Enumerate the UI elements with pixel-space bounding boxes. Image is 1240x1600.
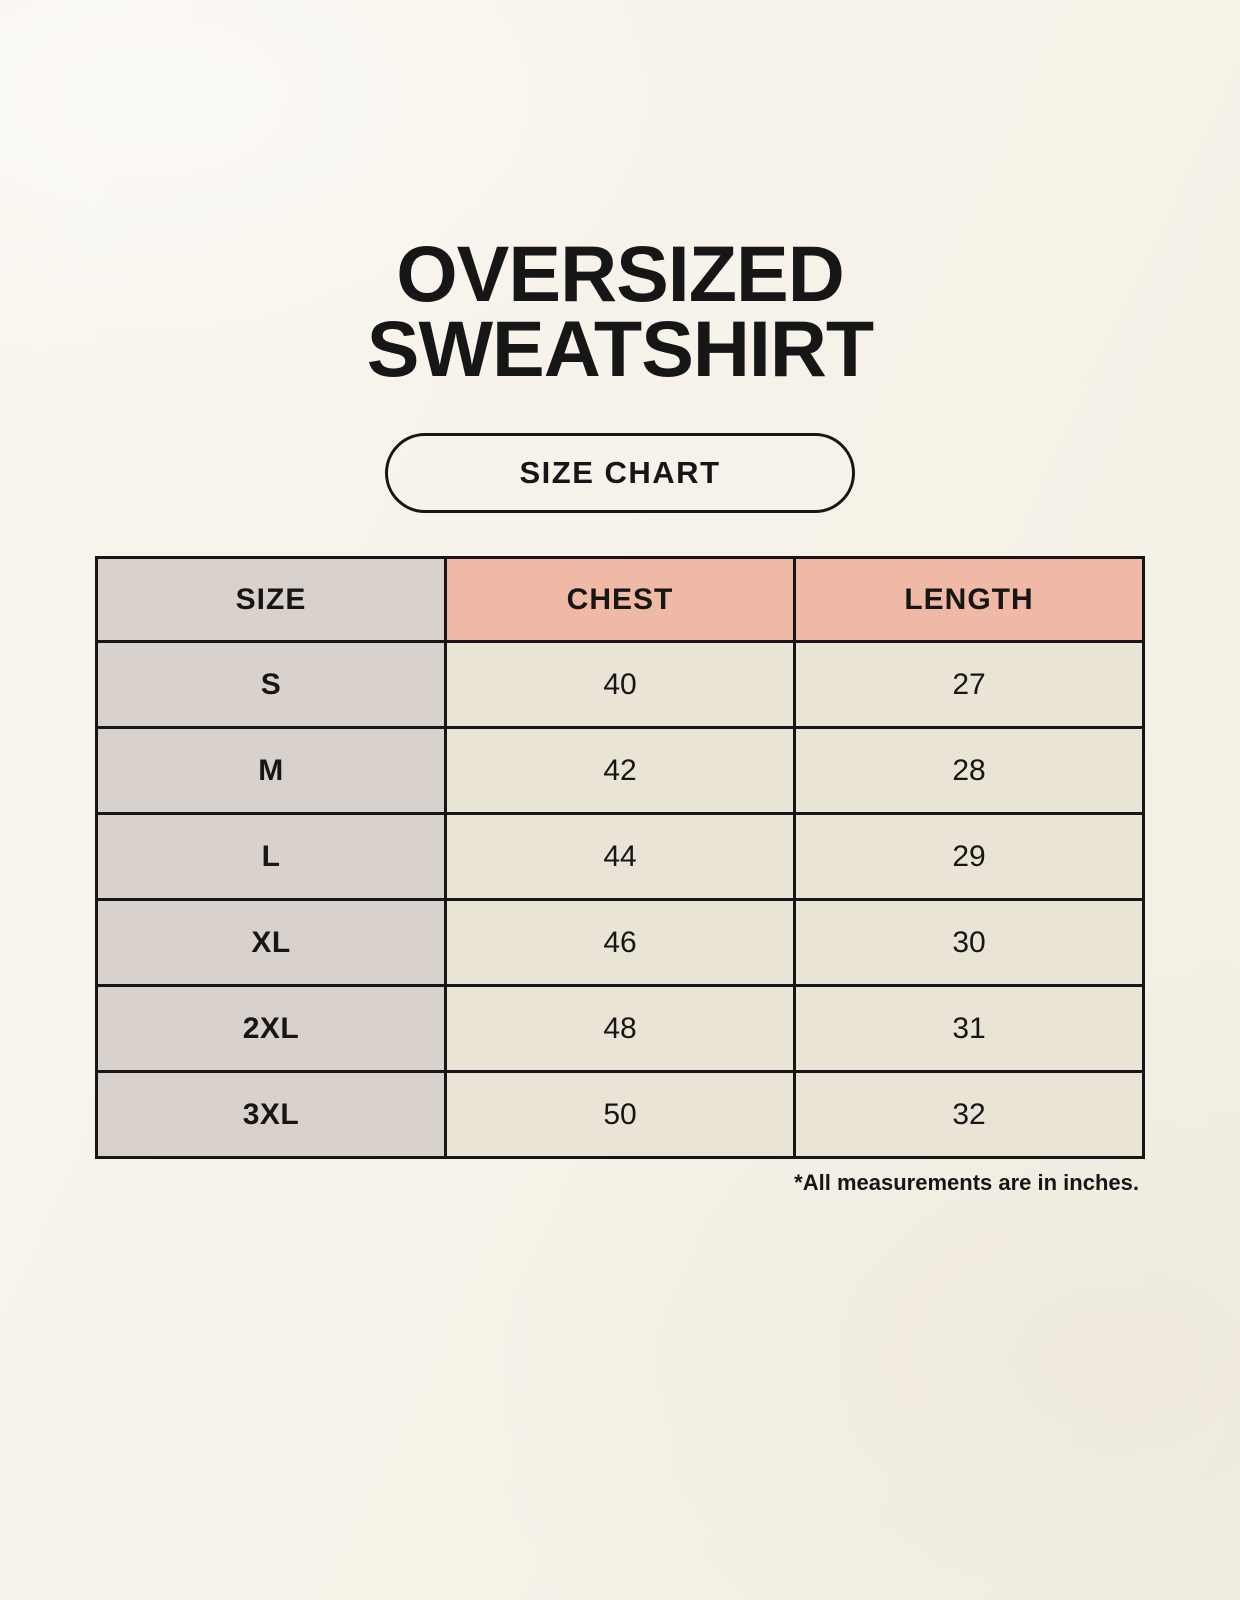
- size-chart-button[interactable]: SIZE CHART: [385, 433, 855, 514]
- table-row-l: L 44 29: [95, 812, 1145, 902]
- row-label-s: S: [95, 640, 447, 730]
- column-header-size: SIZE: [95, 556, 447, 644]
- length-value-m: 28: [793, 726, 1145, 816]
- row-label-m: M: [95, 726, 447, 816]
- column-header-chest: CHEST: [444, 556, 796, 644]
- row-label-3xl: 3XL: [95, 1070, 447, 1160]
- table-row-xl: XL 46 30: [95, 898, 1145, 988]
- length-value-xl: 30: [793, 898, 1145, 988]
- length-value-3xl: 32: [793, 1070, 1145, 1160]
- row-label-xl: XL: [95, 898, 447, 988]
- row-label-l: L: [95, 812, 447, 902]
- chest-value-2xl: 48: [444, 984, 796, 1074]
- table-header-row: SIZE CHEST LENGTH: [95, 556, 1145, 644]
- table-row-s: S 40 27: [95, 640, 1145, 730]
- size-table: SIZE CHEST LENGTH S 40 27 M 42 28 L 44 2…: [95, 556, 1145, 1160]
- length-value-l: 29: [793, 812, 1145, 902]
- chest-value-3xl: 50: [444, 1070, 796, 1160]
- page-title: OVERSIZED SWEATSHIRT: [0, 0, 1240, 394]
- page-title-line1: OVERSIZED: [396, 229, 845, 318]
- chest-value-xl: 46: [444, 898, 796, 988]
- length-value-s: 27: [793, 640, 1145, 730]
- length-value-2xl: 31: [793, 984, 1145, 1074]
- row-label-2xl: 2XL: [95, 984, 447, 1074]
- column-header-length: LENGTH: [793, 556, 1145, 644]
- chest-value-m: 42: [444, 726, 796, 816]
- table-row-3xl: 3XL 50 32: [95, 1070, 1145, 1160]
- page-title-line2: SWEATSHIRT: [366, 304, 874, 394]
- table-row-2xl: 2XL 48 31: [95, 984, 1145, 1074]
- measurements-footnote: *All measurements are in inches.: [794, 1170, 1139, 1196]
- table-row-m: M 42 28: [95, 726, 1145, 816]
- size-chart-button-label: SIZE CHART: [519, 455, 721, 491]
- chest-value-l: 44: [444, 812, 796, 902]
- chest-value-s: 40: [444, 640, 796, 730]
